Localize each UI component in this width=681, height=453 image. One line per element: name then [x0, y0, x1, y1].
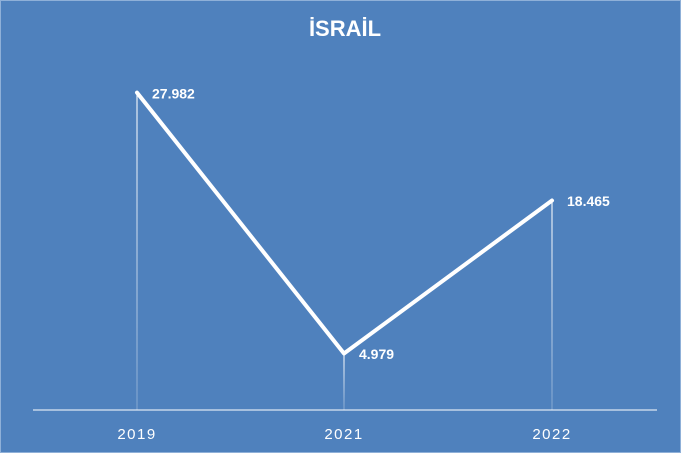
- data-line: [135, 90, 554, 356]
- data-label: 27.982: [152, 85, 195, 101]
- drop-line: [343, 353, 345, 410]
- chart-title: İSRAİL: [309, 16, 381, 41]
- x-tick-label: 2019: [117, 426, 156, 443]
- drop-line: [136, 92, 138, 410]
- x-tick-label: 2022: [532, 426, 571, 443]
- data-label: 18.465: [567, 193, 610, 209]
- x-tick-label: 2021: [324, 426, 363, 443]
- drop-line: [551, 200, 553, 410]
- data-label: 4.979: [359, 346, 394, 362]
